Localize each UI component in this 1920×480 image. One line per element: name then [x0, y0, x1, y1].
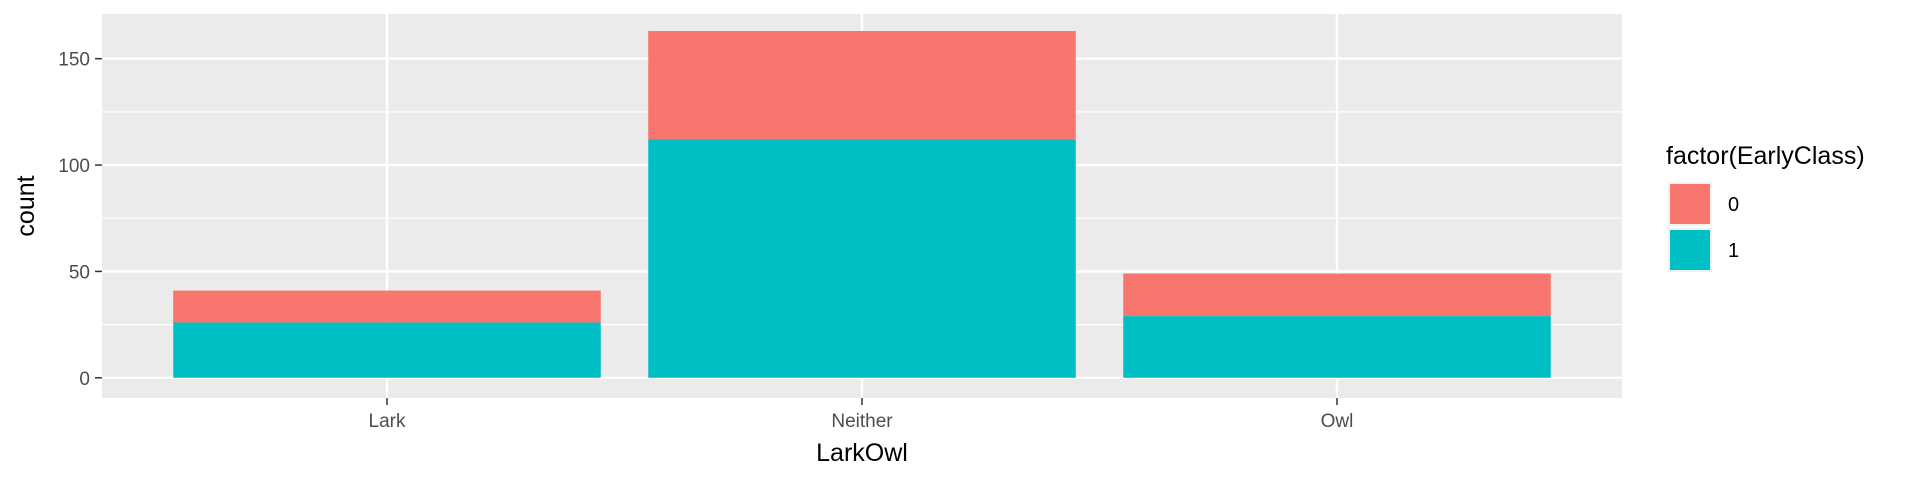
bar-lark-0	[173, 290, 601, 323]
legend-title: factor(EarlyClass)	[1666, 142, 1865, 170]
bar-neither-1	[648, 139, 1076, 378]
x-tick-label: Neither	[831, 411, 893, 432]
y-axis-title: count	[12, 175, 40, 236]
x-axis: Lark Neither Owl	[369, 398, 1354, 432]
legend-label-1: 1	[1728, 240, 1739, 262]
bars	[173, 31, 1551, 378]
bar-owl-0	[1123, 273, 1551, 317]
bar-lark-1	[173, 322, 601, 378]
x-tick-label: Owl	[1321, 411, 1354, 432]
legend-key-0	[1670, 184, 1710, 224]
legend-key-1	[1670, 230, 1710, 270]
legend: factor(EarlyClass) 0 1	[1666, 142, 1865, 272]
y-axis: 0 50 100 150	[58, 50, 102, 390]
bar-neither-0	[648, 31, 1076, 140]
y-tick-label: 150	[58, 50, 90, 71]
y-tick-label: 50	[69, 262, 90, 283]
y-tick-label: 100	[58, 156, 90, 177]
y-tick-label: 0	[79, 369, 90, 390]
legend-label-0: 0	[1728, 194, 1739, 216]
x-axis-title: LarkOwl	[816, 439, 908, 467]
bar-owl-1	[1123, 316, 1551, 378]
x-tick-label: Lark	[369, 411, 406, 432]
